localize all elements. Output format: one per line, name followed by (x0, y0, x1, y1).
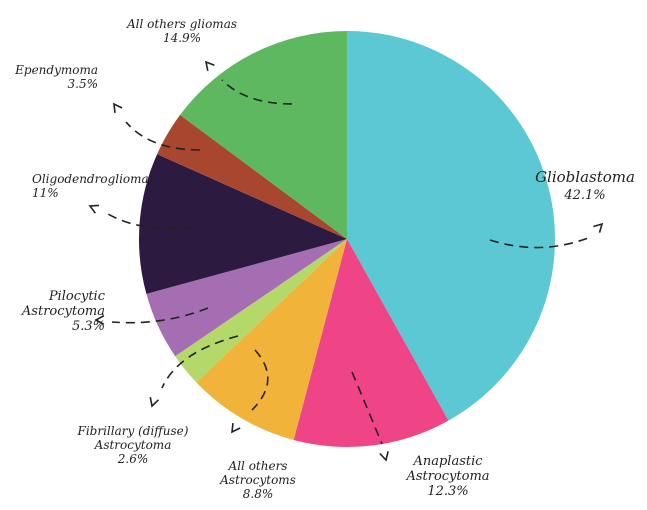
leader-line-anaplastic-astrocytoma (351, 371, 383, 445)
leader-line-fibrillary-diffuse-astrocytoma (161, 335, 239, 389)
pie-slice-anaplastic-astrocytoma (293, 239, 449, 448)
slice-percent-pilocytic-astrocytoma: 5.3% (72, 319, 105, 334)
leader-lines (88, 60, 604, 462)
slice-percent-oligodendroglioma: 11% (32, 186, 59, 200)
pie-slice-fibrillary-diffuse-astrocytoma (175, 239, 347, 383)
leader-line-oligodendroglioma (107, 213, 191, 230)
slice-label-all-others-astrocytoms: All others (228, 459, 288, 473)
slice-label-oligodendroglioma: Oligodendroglioma (32, 172, 149, 186)
slice-label-pilocytic-astrocytoma-2: Astrocytoma (21, 304, 105, 319)
slice-label-fibrillary-diffuse-astrocytoma: Fibrillary (diffuse) (77, 424, 189, 438)
slice-label-ependymoma: Ependymoma (14, 63, 98, 77)
slice-label-anaplastic-astrocytoma-2: Astrocytoma (405, 469, 489, 484)
arrowhead-glioblastoma (593, 222, 604, 233)
leader-line-glioblastoma (489, 237, 589, 249)
slice-percent-ependymoma: 3.5% (68, 77, 99, 91)
leader-line-all-others-astrocytoms (251, 349, 269, 411)
arrowhead-anaplastic-astrocytoma (379, 451, 389, 462)
slice-percent-fibrillary-diffuse-astrocytoma: 2.6% (117, 452, 149, 466)
pie-slice-glioblastoma (347, 31, 556, 421)
slice-label-glioblastoma: Glioblastoma (535, 168, 635, 186)
arrowhead-all-others-astrocytoms (231, 423, 241, 434)
slice-label-anaplastic-astrocytoma: Anaplastic (412, 454, 483, 469)
slice-percent-all-others-astrocytoms: 8.8% (243, 487, 274, 501)
arrowhead-fibrillary-diffuse-astrocytoma (149, 397, 160, 408)
slice-percent-all-others-gliomas: 14.9% (163, 31, 201, 45)
arrowhead-ependymoma (113, 102, 123, 113)
slice-percent-glioblastoma: 42.1% (563, 188, 605, 203)
slice-label-all-others-astrocytoms-2: Astrocytoms (219, 473, 296, 487)
pie-slice-oligodendroglioma (138, 154, 347, 294)
arrowhead-oligodendroglioma (88, 204, 100, 214)
pie-slice-all-others-gliomas (180, 31, 347, 239)
slice-percent-anaplastic-astrocytoma: 12.3% (427, 484, 468, 499)
leader-line-all-others-gliomas (221, 79, 293, 105)
pie-slice-ependymoma (157, 114, 347, 239)
arrowhead-all-others-gliomas (204, 60, 215, 71)
slice-labels: Glioblastoma42.1%AnaplasticAstrocytoma12… (14, 17, 635, 501)
pie-slices (138, 31, 556, 448)
arrowhead-pilocytic-astrocytoma (94, 314, 105, 326)
slice-label-fibrillary-diffuse-astrocytoma-2: Astrocytoma (94, 438, 172, 452)
slice-label-all-others-gliomas: All others gliomas (126, 17, 237, 31)
slice-label-pilocytic-astrocytoma: Pilocytic (48, 289, 106, 304)
leader-line-pilocytic-astrocytoma (111, 307, 209, 324)
pie-slice-all-others-astrocytoms (196, 239, 347, 441)
pie-slice-pilocytic-astrocytoma (146, 239, 347, 357)
